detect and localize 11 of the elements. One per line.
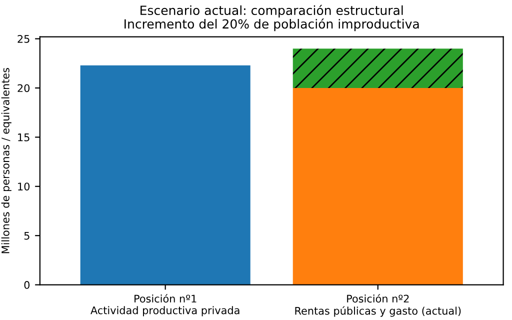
x-tick-label: Posición nº1 Actividad productiva privada bbox=[90, 294, 240, 316]
chart-title: Escenario actual: comparación estructural Incremento del 20% de población improductiva bbox=[124, 4, 419, 32]
y-tick-label: 5 bbox=[24, 232, 30, 240]
y-tick-label: 20 bbox=[18, 84, 30, 92]
y-tick-label: 25 bbox=[18, 34, 30, 43]
y-tick-label: 15 bbox=[18, 134, 30, 142]
y-axis-title: Millones de personas / equivalentes bbox=[1, 68, 12, 254]
y-tick-label: 10 bbox=[18, 182, 30, 190]
y-tick-label: 0 bbox=[24, 281, 30, 289]
bar bbox=[292, 48, 463, 88]
x-tick-label: Posición nº2 Rentas públicas y gasto (actual) bbox=[295, 294, 461, 317]
